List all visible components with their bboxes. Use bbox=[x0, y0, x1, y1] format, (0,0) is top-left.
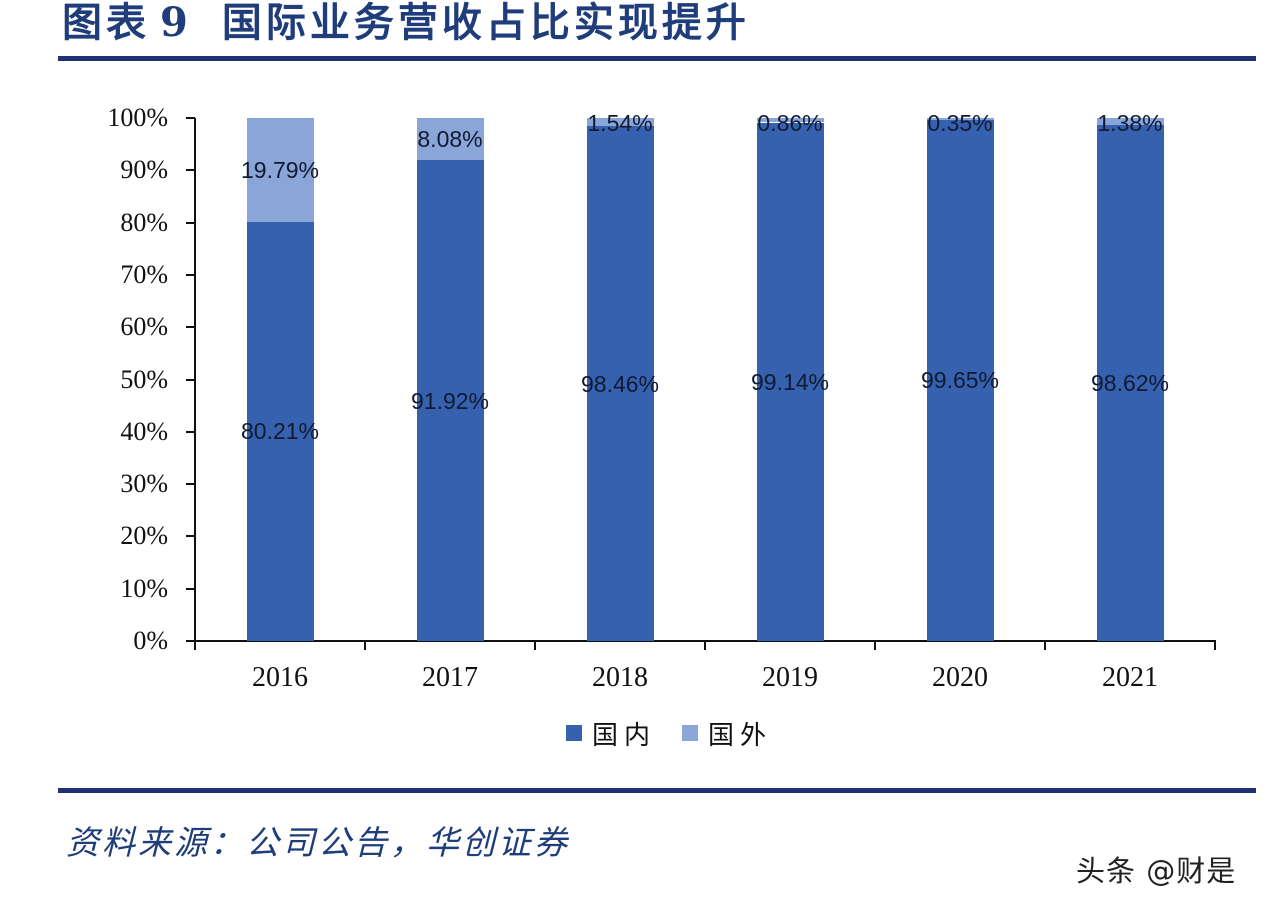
data-label-domestic: 99.65% bbox=[920, 367, 999, 394]
x-tick-label: 2017 bbox=[422, 662, 478, 693]
y-tick-label: 30% bbox=[120, 469, 168, 499]
bar-2017 bbox=[416, 118, 484, 641]
figure-number: 9 bbox=[160, 0, 192, 46]
bar-2020 bbox=[926, 118, 994, 641]
chart-legend: 国内 国外 bbox=[566, 715, 798, 752]
figure-title: 图表 9 国际业务营收占比实现提升 bbox=[62, 0, 750, 48]
bar-segment-international bbox=[246, 118, 314, 222]
x-tick-label: 2019 bbox=[762, 662, 818, 693]
figure-title-text: 国际业务营收占比实现提升 bbox=[221, 0, 750, 46]
x-tick-label: 2018 bbox=[592, 662, 648, 693]
y-tick-label: 20% bbox=[120, 521, 168, 551]
bar-segment-domestic bbox=[586, 126, 654, 641]
bar-2016 bbox=[246, 118, 314, 641]
x-tick bbox=[364, 641, 366, 650]
y-tick bbox=[186, 587, 195, 590]
y-axis bbox=[194, 118, 196, 642]
y-tick bbox=[186, 640, 195, 642]
data-label-international: 1.38% bbox=[1097, 110, 1163, 136]
data-label-domestic: 99.14% bbox=[750, 368, 829, 395]
bar-segment-domestic bbox=[756, 122, 824, 641]
data-label-domestic: 98.62% bbox=[1090, 370, 1169, 397]
bar-2019 bbox=[756, 118, 824, 641]
bar-2018 bbox=[586, 118, 654, 641]
bar-segment-domestic bbox=[246, 221, 314, 641]
data-label-domestic: 98.46% bbox=[580, 370, 659, 397]
y-tick-label: 100% bbox=[107, 103, 168, 132]
x-tick bbox=[534, 641, 536, 650]
y-tick bbox=[186, 326, 195, 329]
data-label-domestic: 91.92% bbox=[410, 387, 489, 414]
bar-segment-domestic bbox=[416, 160, 484, 641]
watermark: 头条 @财是 bbox=[1076, 854, 1237, 888]
y-tick bbox=[186, 483, 195, 486]
bar-2021 bbox=[1096, 118, 1164, 641]
data-label-international: 0.86% bbox=[757, 110, 823, 136]
y-tick-label: 0% bbox=[133, 626, 168, 655]
legend-item-domestic: 国内 bbox=[566, 715, 656, 752]
y-tick bbox=[186, 378, 195, 381]
y-tick-label: 50% bbox=[120, 364, 168, 394]
legend-item-international: 国外 bbox=[682, 715, 772, 752]
y-tick-label: 70% bbox=[120, 259, 168, 289]
x-tick bbox=[1214, 641, 1216, 650]
y-tick bbox=[186, 430, 195, 433]
data-label-international: 1.54% bbox=[587, 110, 653, 136]
bottom-divider bbox=[58, 788, 1256, 793]
y-tick-label: 10% bbox=[120, 573, 168, 603]
legend-label: 国内 bbox=[592, 720, 657, 751]
legend-swatch bbox=[682, 725, 699, 741]
x-tick bbox=[704, 641, 706, 650]
legend-swatch bbox=[566, 725, 582, 741]
data-label-domestic: 80.21% bbox=[240, 418, 319, 445]
stacked-bar-chart: 0% 10% 20% 30% 40% 50% 60% 70% 80% 90% 100% 80.21% 1… bbox=[107, 103, 1216, 693]
data-label-international: 8.08% bbox=[417, 126, 483, 153]
bar-segment-international bbox=[1096, 118, 1164, 126]
x-tick-label: 2016 bbox=[252, 662, 308, 693]
y-tick bbox=[186, 169, 195, 172]
y-tick bbox=[186, 535, 195, 538]
source-note: 资料来源：公司公告，华创证券 bbox=[66, 823, 570, 862]
x-tick bbox=[1044, 641, 1046, 650]
x-tick-label: 2021 bbox=[1102, 662, 1158, 693]
bar-segment-domestic bbox=[1096, 125, 1164, 641]
bar-segment-international bbox=[586, 118, 654, 127]
bar-segment-international bbox=[756, 118, 824, 123]
x-tick bbox=[194, 641, 196, 650]
figure-label: 图表 bbox=[62, 0, 150, 46]
bar-segment-international bbox=[416, 118, 484, 161]
y-tick-label: 90% bbox=[120, 155, 168, 185]
data-label-international: 19.79% bbox=[240, 156, 319, 183]
y-tick-label: 80% bbox=[120, 207, 168, 237]
y-tick bbox=[186, 273, 195, 276]
top-divider bbox=[58, 56, 1256, 61]
bar-segment-international bbox=[926, 118, 994, 120]
x-tick-label: 2020 bbox=[932, 662, 988, 693]
data-label-international: 0.35% bbox=[927, 110, 993, 136]
bar-segment-domestic bbox=[926, 119, 994, 641]
x-tick bbox=[874, 641, 876, 650]
y-tick bbox=[186, 117, 195, 119]
legend-label: 国外 bbox=[708, 720, 773, 751]
y-tick-label: 40% bbox=[120, 416, 168, 446]
y-tick-label: 60% bbox=[120, 312, 168, 342]
y-tick bbox=[186, 221, 195, 224]
